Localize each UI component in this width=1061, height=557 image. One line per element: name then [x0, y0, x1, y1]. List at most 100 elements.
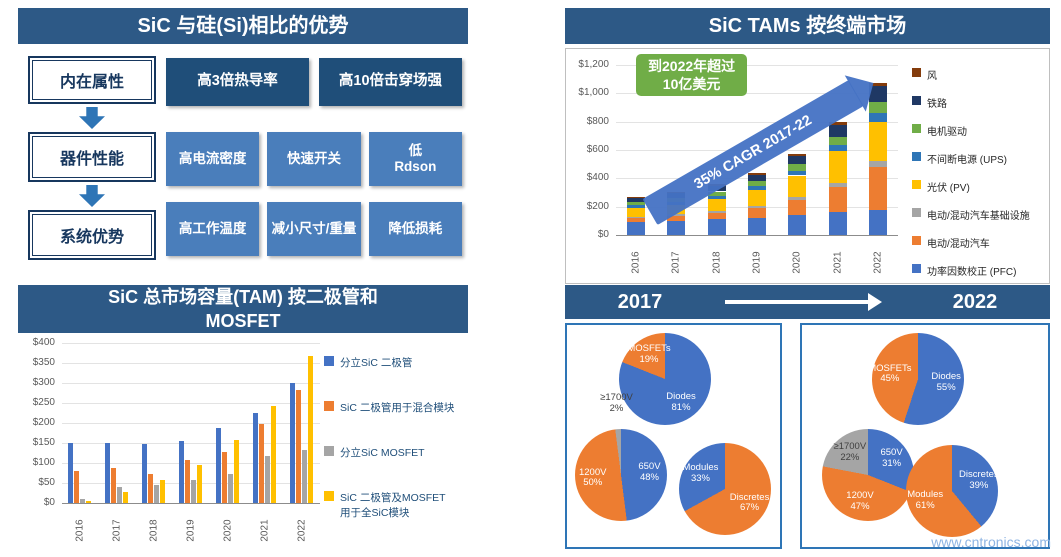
x-tick-label: 2020 [791, 251, 803, 274]
y-tick-label: $0 [597, 229, 609, 240]
pie-slice-label: Discretes 67% [729, 491, 770, 514]
callout-over-1b: 到2022年超过 10亿美元 [636, 54, 748, 97]
stack-segment [828, 182, 847, 187]
gridline [616, 235, 898, 236]
stack-segment [627, 208, 646, 217]
advantage-cell: 高工作温度 [166, 202, 260, 256]
stack-segment [748, 208, 766, 218]
stack-segment [748, 186, 766, 191]
x-tick-label: 2021 [259, 519, 271, 542]
step-intrinsic-properties: 内在属性 [28, 56, 156, 104]
stack-segment [868, 161, 887, 167]
stack-segment [627, 218, 646, 223]
watermark: www.cntronics.com [931, 534, 1051, 550]
gridline [62, 383, 320, 384]
bar [105, 443, 111, 503]
bar [289, 383, 295, 503]
stack-segment [788, 155, 807, 165]
y-tick-label: $350 [32, 357, 55, 368]
pie-slice-label: Diodes 81% [666, 390, 696, 413]
pies-2022-box: Diodes 55% MOSFETs 45% 650V 31% 1200V 47% ≥… [800, 323, 1050, 549]
pie-slice-label: Modules 33% [682, 462, 719, 485]
year-2022-label: 2022 [952, 290, 998, 313]
step-system-advantages: 系统优势 [28, 210, 156, 260]
advantages-grid: 高3倍热导率 高10倍击穿场强 高电流密度 快速开关 低 Rdson 高工作温度… [166, 58, 462, 256]
advantages-steps: 内在属性 器件性能 系统优势 [28, 56, 156, 260]
advantages-row: 高电流密度 快速开关 低 Rdson [166, 132, 462, 186]
advantages-row: 高工作温度 减小尺寸/重量 降低损耗 [166, 202, 462, 256]
bar [191, 479, 196, 503]
stack-segment [788, 164, 807, 171]
pie-chart [575, 429, 667, 521]
stack-segment [707, 191, 726, 196]
x-tick-label: 2018 [711, 251, 723, 274]
bar [86, 501, 92, 503]
y-tick-label: $1,000 [578, 87, 609, 99]
stack-segment [627, 216, 646, 218]
stack-segment [627, 202, 646, 206]
stack-segment [788, 170, 807, 176]
bar [154, 485, 160, 503]
legend-item: 风 [912, 67, 1048, 82]
y-tick-label: $1,200 [578, 59, 609, 70]
legend-label: 电动/混动汽车 [927, 239, 990, 250]
x-tick-label: 2016 [74, 519, 86, 542]
step-device-performance: 器件性能 [28, 132, 156, 182]
stack-segment [748, 218, 766, 235]
stack-segment [828, 151, 847, 183]
legend-item: 铁路 [912, 95, 1048, 110]
pie-slot-voltage: 650V 48% 1200V 50% ≥1700V 2% [575, 392, 667, 521]
stack-segment [667, 215, 686, 221]
bar [307, 355, 313, 503]
pie-slice-label: ≥1700V 22% [833, 441, 867, 463]
gridline [62, 463, 320, 464]
stack-segment [828, 136, 847, 146]
legend-swatch-icon [912, 96, 921, 105]
tam-device-legend: 分立SiC 二极管 SiC 二极管用于混合模块 分立SiC MOSFET SiC 二极… [324, 355, 474, 520]
year-2017-label: 2017 [617, 290, 663, 313]
pie-slice-label: MOSFETs 45% [868, 362, 912, 385]
panel-tam-by-market: SiC TAMs 按终端市场 到2022年超过 10亿美元 35% CAGR 2… [565, 8, 1050, 284]
advantage-cell: 低 Rdson [368, 132, 462, 186]
panel-advantages: SiC 与硅(Si)相比的优势 内在属性 器件性能 系统优势 高3倍热导率 高1… [18, 8, 468, 275]
advantage-cell: 降低损耗 [368, 202, 462, 256]
advantage-cell: 减小尺寸/重量 [267, 202, 361, 256]
bar [123, 491, 129, 503]
bar [215, 427, 221, 503]
stack-segment [868, 101, 887, 114]
stack-segment [828, 186, 847, 213]
gridline [62, 403, 320, 404]
down-arrow-icon [79, 185, 105, 207]
bar [117, 487, 123, 503]
advantages-title: SiC 与硅(Si)相比的优势 [18, 8, 468, 44]
stack-segment [788, 199, 807, 216]
stack-segment [788, 153, 807, 156]
pies-header: 2017 2022 [565, 285, 1050, 319]
stack-segment [868, 113, 887, 122]
y-tick-label: $0 [43, 497, 55, 508]
bar [185, 459, 190, 503]
bar [270, 405, 276, 503]
pie-slot-device-type: Diodes 55% MOSFETs 45% [868, 333, 964, 425]
stack-segment [627, 222, 646, 235]
legend-item: SiC 二极管及MOSFET 用于全SiC模块 [324, 490, 474, 520]
pie-slot-package: Discretes 67% Modules 33% [679, 443, 771, 535]
legend-label: 不间断电源 (UPS) [927, 155, 1007, 166]
pie-slice-label: 650V 48% [638, 461, 661, 484]
pie-slice-label: 1200V 50% [578, 466, 607, 489]
pie-chart [822, 429, 914, 521]
pie-slice-label: MOSFETs 19% [627, 343, 671, 366]
bar [111, 467, 117, 503]
right-arrow-icon [725, 293, 882, 311]
y-tick-label: $800 [586, 115, 609, 127]
legend-item: 光伏 (PV) [912, 179, 1048, 194]
gridline [62, 423, 320, 424]
x-tick-label: 2018 [148, 519, 160, 542]
x-tick-label: 2017 [111, 519, 123, 542]
stack-segment [707, 213, 726, 220]
bar [252, 413, 258, 503]
gridline [616, 93, 898, 95]
gridline [62, 503, 320, 504]
advantage-cell: 高3倍热导率 [166, 58, 309, 106]
